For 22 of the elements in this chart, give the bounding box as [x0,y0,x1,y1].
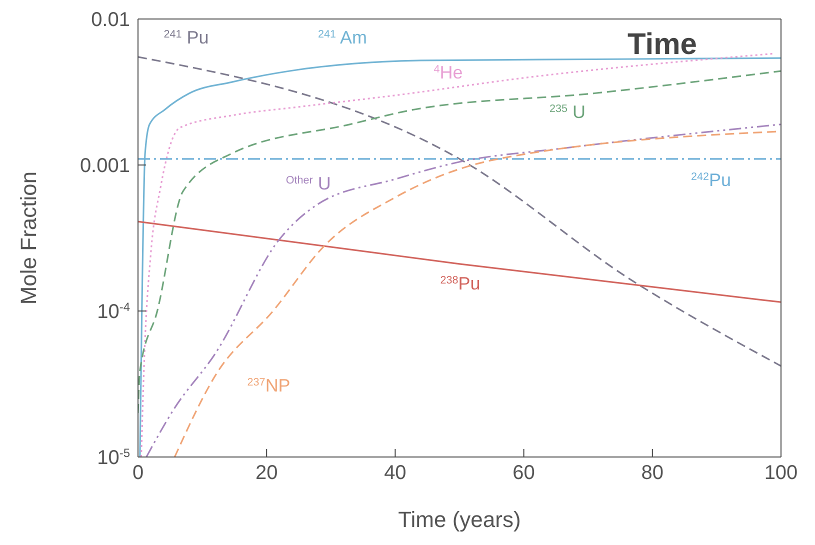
series-label: $^{241}$ Am [318,27,368,48]
series-label: $^{241}$ Pu [164,27,209,48]
series-label: $^{237}$NP [247,376,290,396]
y-tick-label: 0.001 [80,155,130,177]
series-label: $^{242}$Pu [690,170,732,190]
series-label: $^{4}$He [434,62,463,83]
series-label: $^{238}$Pu [440,274,480,294]
chart-title: Time [628,28,697,62]
x-tick-label: 0 [132,462,144,484]
series-label: $^{235}$ U [550,102,586,122]
x-tick-label: 100 [764,462,798,484]
x-tick-label: 40 [384,462,406,484]
line-series [138,56,781,367]
y-tick-label: 0.01 [91,9,130,31]
x-axis-title: Time (years) [398,507,521,532]
y-tick-label: 10$^{-5}$ [97,446,130,469]
y-axis-title: Mole Fraction [16,171,41,305]
x-tick-label: 80 [641,462,664,484]
x-tick-label: 60 [512,462,535,484]
series-label: $^{Other}$ U [286,173,331,194]
y-tick-label: 10$^{-4}$ [97,300,130,323]
x-tick-label: 20 [255,462,278,484]
